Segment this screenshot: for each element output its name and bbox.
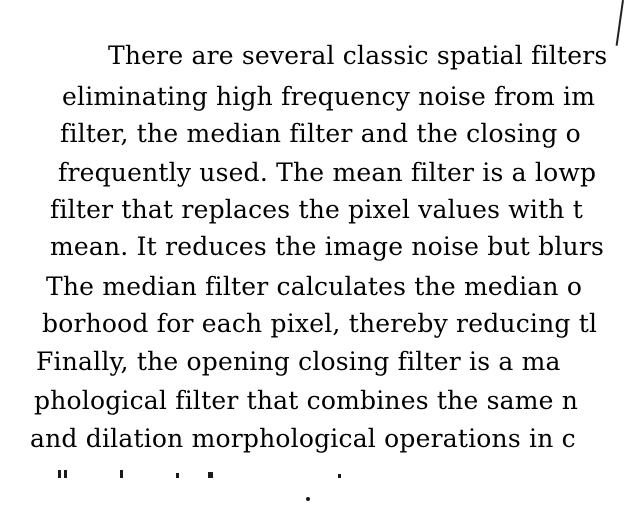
page-edge-mark [615, 0, 624, 46]
text-line-6: mean. It reduces the image noise but blu… [50, 232, 605, 261]
text-line-7: The median filter calculates the median … [46, 272, 583, 301]
text-line-5: filter that replaces the pixel values wi… [50, 195, 584, 224]
text-line-9: Finally, the opening closing filter is a… [36, 347, 561, 376]
cut-off-text-line [50, 458, 350, 478]
text-line-8: borhood for each pixel, thereby reducing… [42, 309, 598, 338]
text-line-11: and dilation morphological operations in… [30, 424, 576, 453]
text-line-4: frequently used. The mean filter is a lo… [58, 158, 597, 187]
page-dot-mark [306, 497, 310, 501]
text-line-1: There are several classic spatial filter… [108, 41, 608, 70]
text-line-2: eliminating high frequency noise from im [62, 82, 596, 111]
text-line-3: filter, the median filter and the closin… [60, 119, 581, 148]
text-line-10: phological filter that combines the same… [34, 386, 579, 415]
